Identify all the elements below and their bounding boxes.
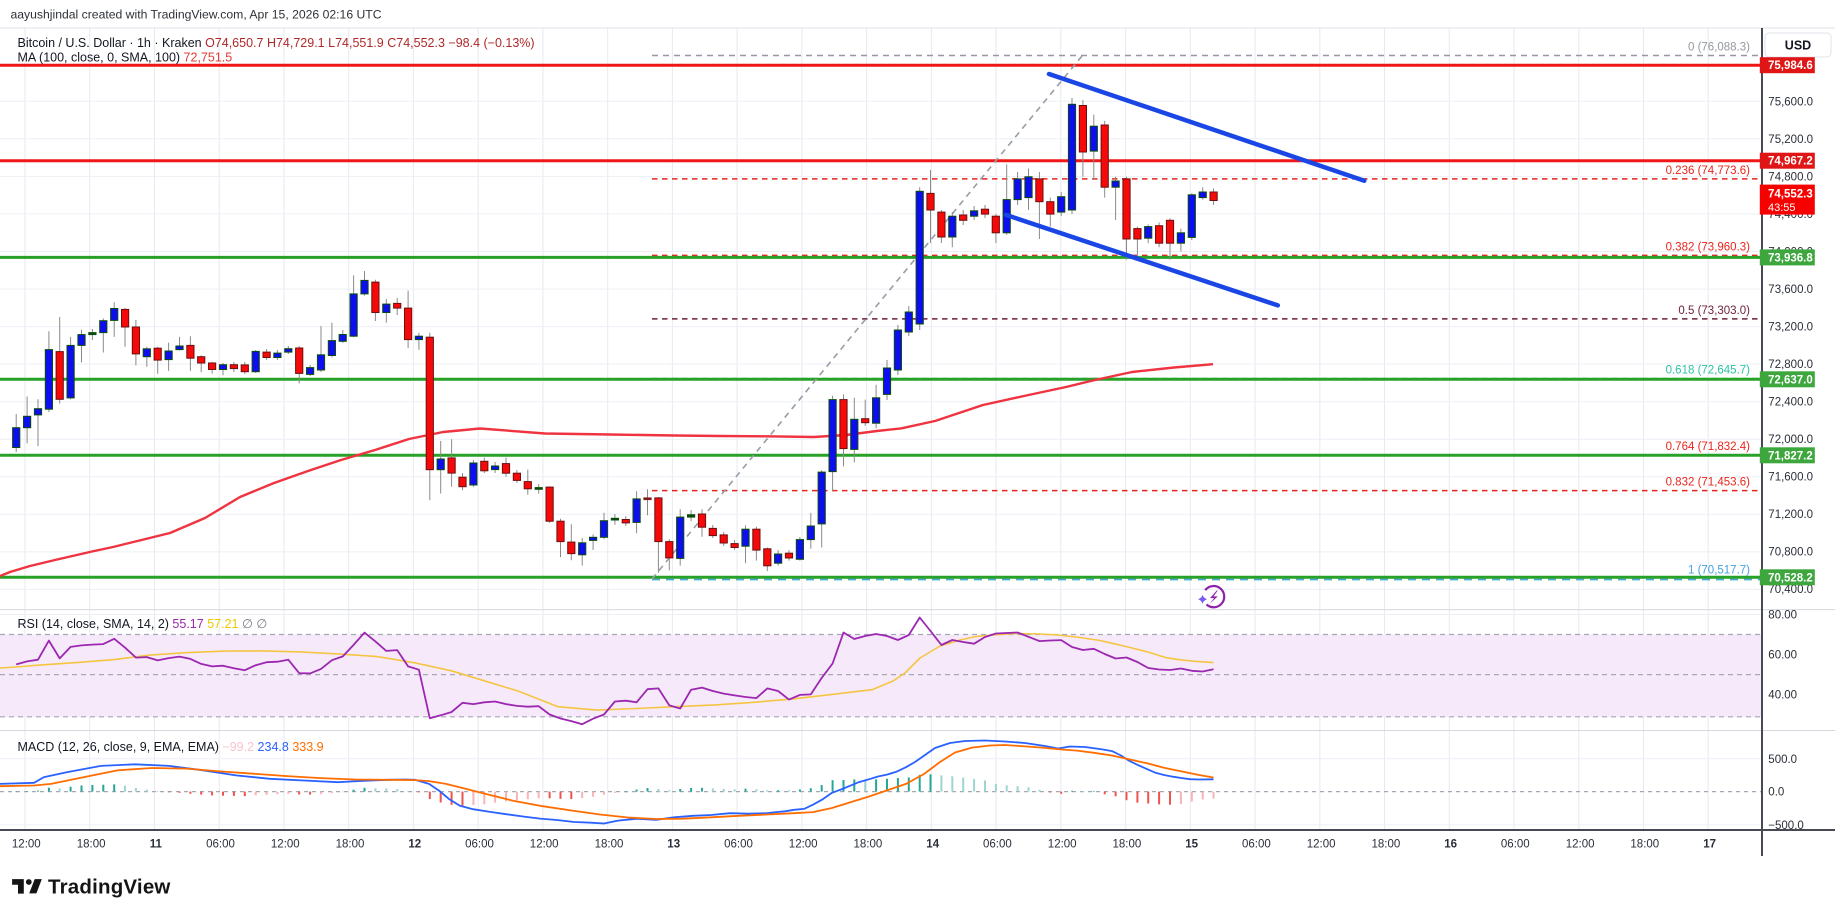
svg-text:18:00: 18:00 xyxy=(1630,839,1659,851)
svg-text:72,637.0: 72,637.0 xyxy=(1768,374,1813,386)
svg-text:70,400.0: 70,400.0 xyxy=(1768,584,1813,596)
svg-text:0.764 (71,832.4): 0.764 (71,832.4) xyxy=(1666,441,1751,453)
svg-text:0 (76,088.3): 0 (76,088.3) xyxy=(1688,42,1750,54)
svg-text:75,984.6: 75,984.6 xyxy=(1768,60,1813,72)
svg-text:17: 17 xyxy=(1703,839,1716,851)
svg-text:70,800.0: 70,800.0 xyxy=(1768,547,1813,559)
svg-text:06:00: 06:00 xyxy=(724,839,753,851)
svg-text:−500.0: −500.0 xyxy=(1768,820,1804,832)
svg-text:15: 15 xyxy=(1185,839,1198,851)
svg-text:06:00: 06:00 xyxy=(206,839,235,851)
svg-text:MA (100, close, 0, SMA, 100) 7: MA (100, close, 0, SMA, 100) 72,751.5 xyxy=(18,51,233,65)
svg-text:60.00: 60.00 xyxy=(1768,650,1797,662)
svg-text:40.00: 40.00 xyxy=(1768,690,1797,702)
svg-text:0.832 (71,453.6): 0.832 (71,453.6) xyxy=(1666,477,1751,489)
svg-text:71,200.0: 71,200.0 xyxy=(1768,509,1813,521)
svg-text:71,600.0: 71,600.0 xyxy=(1768,472,1813,484)
svg-text:74,552.3: 74,552.3 xyxy=(1768,189,1813,201)
svg-text:74,967.2: 74,967.2 xyxy=(1768,156,1813,168)
svg-text:USD: USD xyxy=(1785,39,1811,53)
svg-text:12: 12 xyxy=(408,839,421,851)
svg-text:74,800.0: 74,800.0 xyxy=(1768,171,1813,183)
svg-text:MACD (12, 26, close, 9, EMA, E: MACD (12, 26, close, 9, EMA, EMA) −99.2 … xyxy=(18,740,324,754)
svg-text:71,827.2: 71,827.2 xyxy=(1768,450,1813,462)
svg-text:72,400.0: 72,400.0 xyxy=(1768,397,1813,409)
svg-text:18:00: 18:00 xyxy=(595,839,624,851)
svg-text:12:00: 12:00 xyxy=(12,839,41,851)
svg-text:1 (70,517.7): 1 (70,517.7) xyxy=(1688,565,1750,577)
svg-text:0.5 (73,303.0): 0.5 (73,303.0) xyxy=(1678,305,1750,317)
svg-text:aayushjindal created with Trad: aayushjindal created with TradingView.co… xyxy=(11,8,382,22)
svg-text:06:00: 06:00 xyxy=(983,839,1012,851)
svg-text:72,800.0: 72,800.0 xyxy=(1768,359,1813,371)
svg-text:12:00: 12:00 xyxy=(1048,839,1077,851)
svg-text:12:00: 12:00 xyxy=(1566,839,1595,851)
svg-text:06:00: 06:00 xyxy=(465,839,494,851)
svg-text:0.618 (72,645.7): 0.618 (72,645.7) xyxy=(1666,365,1751,377)
svg-text:12:00: 12:00 xyxy=(1307,839,1336,851)
svg-text:80.00: 80.00 xyxy=(1768,610,1797,622)
svg-text:06:00: 06:00 xyxy=(1242,839,1271,851)
svg-text:75,200.0: 75,200.0 xyxy=(1768,134,1813,146)
svg-text:06:00: 06:00 xyxy=(1501,839,1530,851)
svg-text:75,600.0: 75,600.0 xyxy=(1768,96,1813,108)
svg-text:18:00: 18:00 xyxy=(77,839,106,851)
svg-text:70,528.2: 70,528.2 xyxy=(1768,572,1813,584)
svg-text:73,936.8: 73,936.8 xyxy=(1768,252,1813,264)
svg-text:0.382 (73,960.3): 0.382 (73,960.3) xyxy=(1666,241,1751,253)
svg-text:14: 14 xyxy=(926,839,939,851)
svg-text:18:00: 18:00 xyxy=(336,839,365,851)
svg-text:73,200.0: 73,200.0 xyxy=(1768,322,1813,334)
svg-text:72,000.0: 72,000.0 xyxy=(1768,434,1813,446)
svg-text:0.0: 0.0 xyxy=(1768,787,1784,799)
svg-text:73,600.0: 73,600.0 xyxy=(1768,284,1813,296)
svg-text:43:55: 43:55 xyxy=(1768,202,1796,214)
svg-text:12:00: 12:00 xyxy=(789,839,818,851)
svg-text:11: 11 xyxy=(150,839,163,851)
svg-text:RSI (14, close, SMA, 14, 2) 55: RSI (14, close, SMA, 14, 2) 55.17 57.21 … xyxy=(18,617,268,631)
svg-text:18:00: 18:00 xyxy=(1372,839,1401,851)
svg-text:13: 13 xyxy=(667,839,680,851)
svg-text:TradingView: TradingView xyxy=(48,876,171,899)
svg-text:Bitcoin / U.S. Dollar · 1h · K: Bitcoin / U.S. Dollar · 1h · Kraken O74,… xyxy=(18,36,535,50)
svg-text:18:00: 18:00 xyxy=(854,839,883,851)
svg-text:500.0: 500.0 xyxy=(1768,754,1797,766)
svg-text:16: 16 xyxy=(1444,839,1457,851)
svg-text:0.236 (74,773.6): 0.236 (74,773.6) xyxy=(1666,165,1751,177)
svg-text:12:00: 12:00 xyxy=(530,839,559,851)
svg-text:12:00: 12:00 xyxy=(271,839,300,851)
svg-text:18:00: 18:00 xyxy=(1113,839,1142,851)
